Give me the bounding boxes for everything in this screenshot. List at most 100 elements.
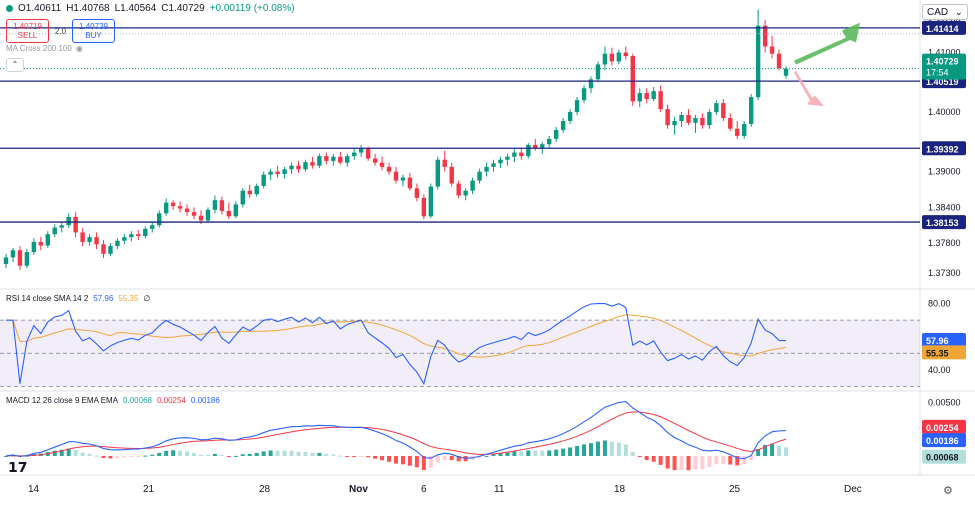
candle-body <box>365 149 371 159</box>
candle-body <box>233 204 239 217</box>
currency-selector[interactable]: CAD ⌄ <box>922 4 968 20</box>
buy-button[interactable]: 1.40739 BUY <box>72 19 115 43</box>
macd-histogram-bar <box>540 450 545 456</box>
level-price-label-box <box>922 20 966 35</box>
macd-histogram-bar <box>101 455 106 458</box>
candle-body <box>198 215 204 221</box>
candle-body <box>581 88 587 101</box>
candle-body <box>769 46 775 54</box>
candle-body <box>3 257 9 264</box>
macd-histogram-bar <box>721 455 726 464</box>
candle-body <box>526 144 531 157</box>
candle-body <box>101 244 106 254</box>
macd-histogram-bar <box>484 455 489 457</box>
candle-body <box>456 183 461 196</box>
time-tick-label: 21 <box>143 484 155 495</box>
tradingview-logo-icon[interactable]: 𝟭𝟳 <box>8 459 28 475</box>
price-tick-label: 1.38400 <box>928 202 961 212</box>
time-tick-label: 28 <box>259 484 271 495</box>
macd-histogram-bar <box>686 455 691 471</box>
macd-histogram-bar <box>777 445 782 456</box>
candle-body <box>240 190 245 205</box>
trade-buttons: 1.40719 SELL 2.0 1.40739 BUY <box>6 19 115 43</box>
macd-histogram-bar <box>407 455 412 466</box>
candle-body <box>261 174 266 186</box>
macd-histogram-bar <box>331 454 336 456</box>
macd-histogram-bar <box>456 455 461 462</box>
candle-body <box>644 93 649 99</box>
candle-body <box>491 163 496 167</box>
rsi-line <box>6 302 787 386</box>
macd-histogram-bar <box>366 455 371 458</box>
macd-histogram-bar <box>296 451 301 456</box>
macd-histogram-bar <box>505 452 510 456</box>
macd-histogram-bar <box>136 455 141 457</box>
macd-histogram-bar <box>533 450 538 456</box>
macd-histogram-bar <box>240 454 245 456</box>
macd-histogram-bar <box>735 455 740 466</box>
macd-histogram-bar <box>219 454 224 456</box>
macd-histogram-bar <box>547 450 552 456</box>
candle-body <box>184 208 190 213</box>
time-tick-label: Dec <box>844 484 862 495</box>
macd-histogram-bar <box>637 455 642 457</box>
candle-body <box>637 93 642 102</box>
macd-histogram-bar <box>310 453 315 456</box>
candle-body <box>574 100 580 113</box>
level-price-label: 1.38153 <box>926 218 959 228</box>
macd-histogram-bar <box>498 452 503 456</box>
candle-body <box>533 144 538 148</box>
macd-histogram-bar <box>449 455 454 461</box>
current-price-box <box>922 53 966 80</box>
macd-legend[interactable]: MACD 12 26 close 9 EMA EMA 0.00068 0.002… <box>6 396 220 405</box>
candle-body <box>776 53 782 68</box>
signal-legend-value: 0.00186 <box>190 396 220 405</box>
candle-body <box>352 152 357 157</box>
macd-histogram-bar <box>261 451 266 456</box>
candle-body <box>512 152 517 157</box>
macd-value-label-box <box>922 419 966 434</box>
macd-hist-value-label: 0.00068 <box>926 453 959 463</box>
rsi-legend[interactable]: RSI 14 close SMA 14 2 57.96 55.35 ∅ <box>6 294 151 303</box>
rsi-legend-value: 57.96 <box>93 294 114 303</box>
candle-body <box>289 165 294 170</box>
macd-histogram-bar <box>595 441 600 456</box>
macd-histogram-bar <box>380 455 385 461</box>
macd-histogram-bar <box>763 444 768 456</box>
candle-body <box>386 166 392 172</box>
ma-cross-legend[interactable]: MA Cross 200 100 ◉ <box>6 44 83 53</box>
candle-body <box>414 188 420 198</box>
macd-histogram-bar <box>756 448 761 456</box>
collapse-legend-button[interactable]: ⌃ <box>6 58 24 72</box>
macd-histogram-bar <box>575 445 580 456</box>
macd-histogram-bar <box>108 455 113 459</box>
macd-histogram-bar <box>150 454 155 456</box>
macd-histogram-bar <box>519 451 524 456</box>
settings-gear-icon[interactable]: ⚙ <box>943 485 953 497</box>
candle-body <box>567 112 573 122</box>
bar-countdown-label: 17:54 <box>926 68 949 78</box>
candle-body <box>226 210 232 217</box>
macd-histogram-bar <box>630 451 635 456</box>
price-tick-label: 1.37800 <box>928 238 961 248</box>
macd-histogram-bar <box>609 441 614 456</box>
candle-body <box>783 68 789 76</box>
price-tick-label: 1.41000 <box>928 48 961 58</box>
candle-body <box>177 206 183 209</box>
macd-histogram-bar <box>714 455 719 465</box>
macd-histogram-bar <box>477 455 482 458</box>
price-change: +0.00119 (+0.08%) <box>209 3 295 14</box>
candle-body <box>170 202 176 207</box>
eye-icon[interactable]: ◉ <box>75 44 83 53</box>
sell-button[interactable]: 1.40719 SELL <box>6 19 49 43</box>
candle-body <box>358 149 364 153</box>
candle-body <box>630 56 635 102</box>
macd-histogram-bar <box>665 455 670 469</box>
candle-body <box>150 225 155 229</box>
macd-histogram-bar <box>226 455 231 457</box>
candle-body <box>672 121 677 126</box>
candle-body <box>80 232 85 242</box>
macd-tick-label: 0.00500 <box>928 398 961 408</box>
